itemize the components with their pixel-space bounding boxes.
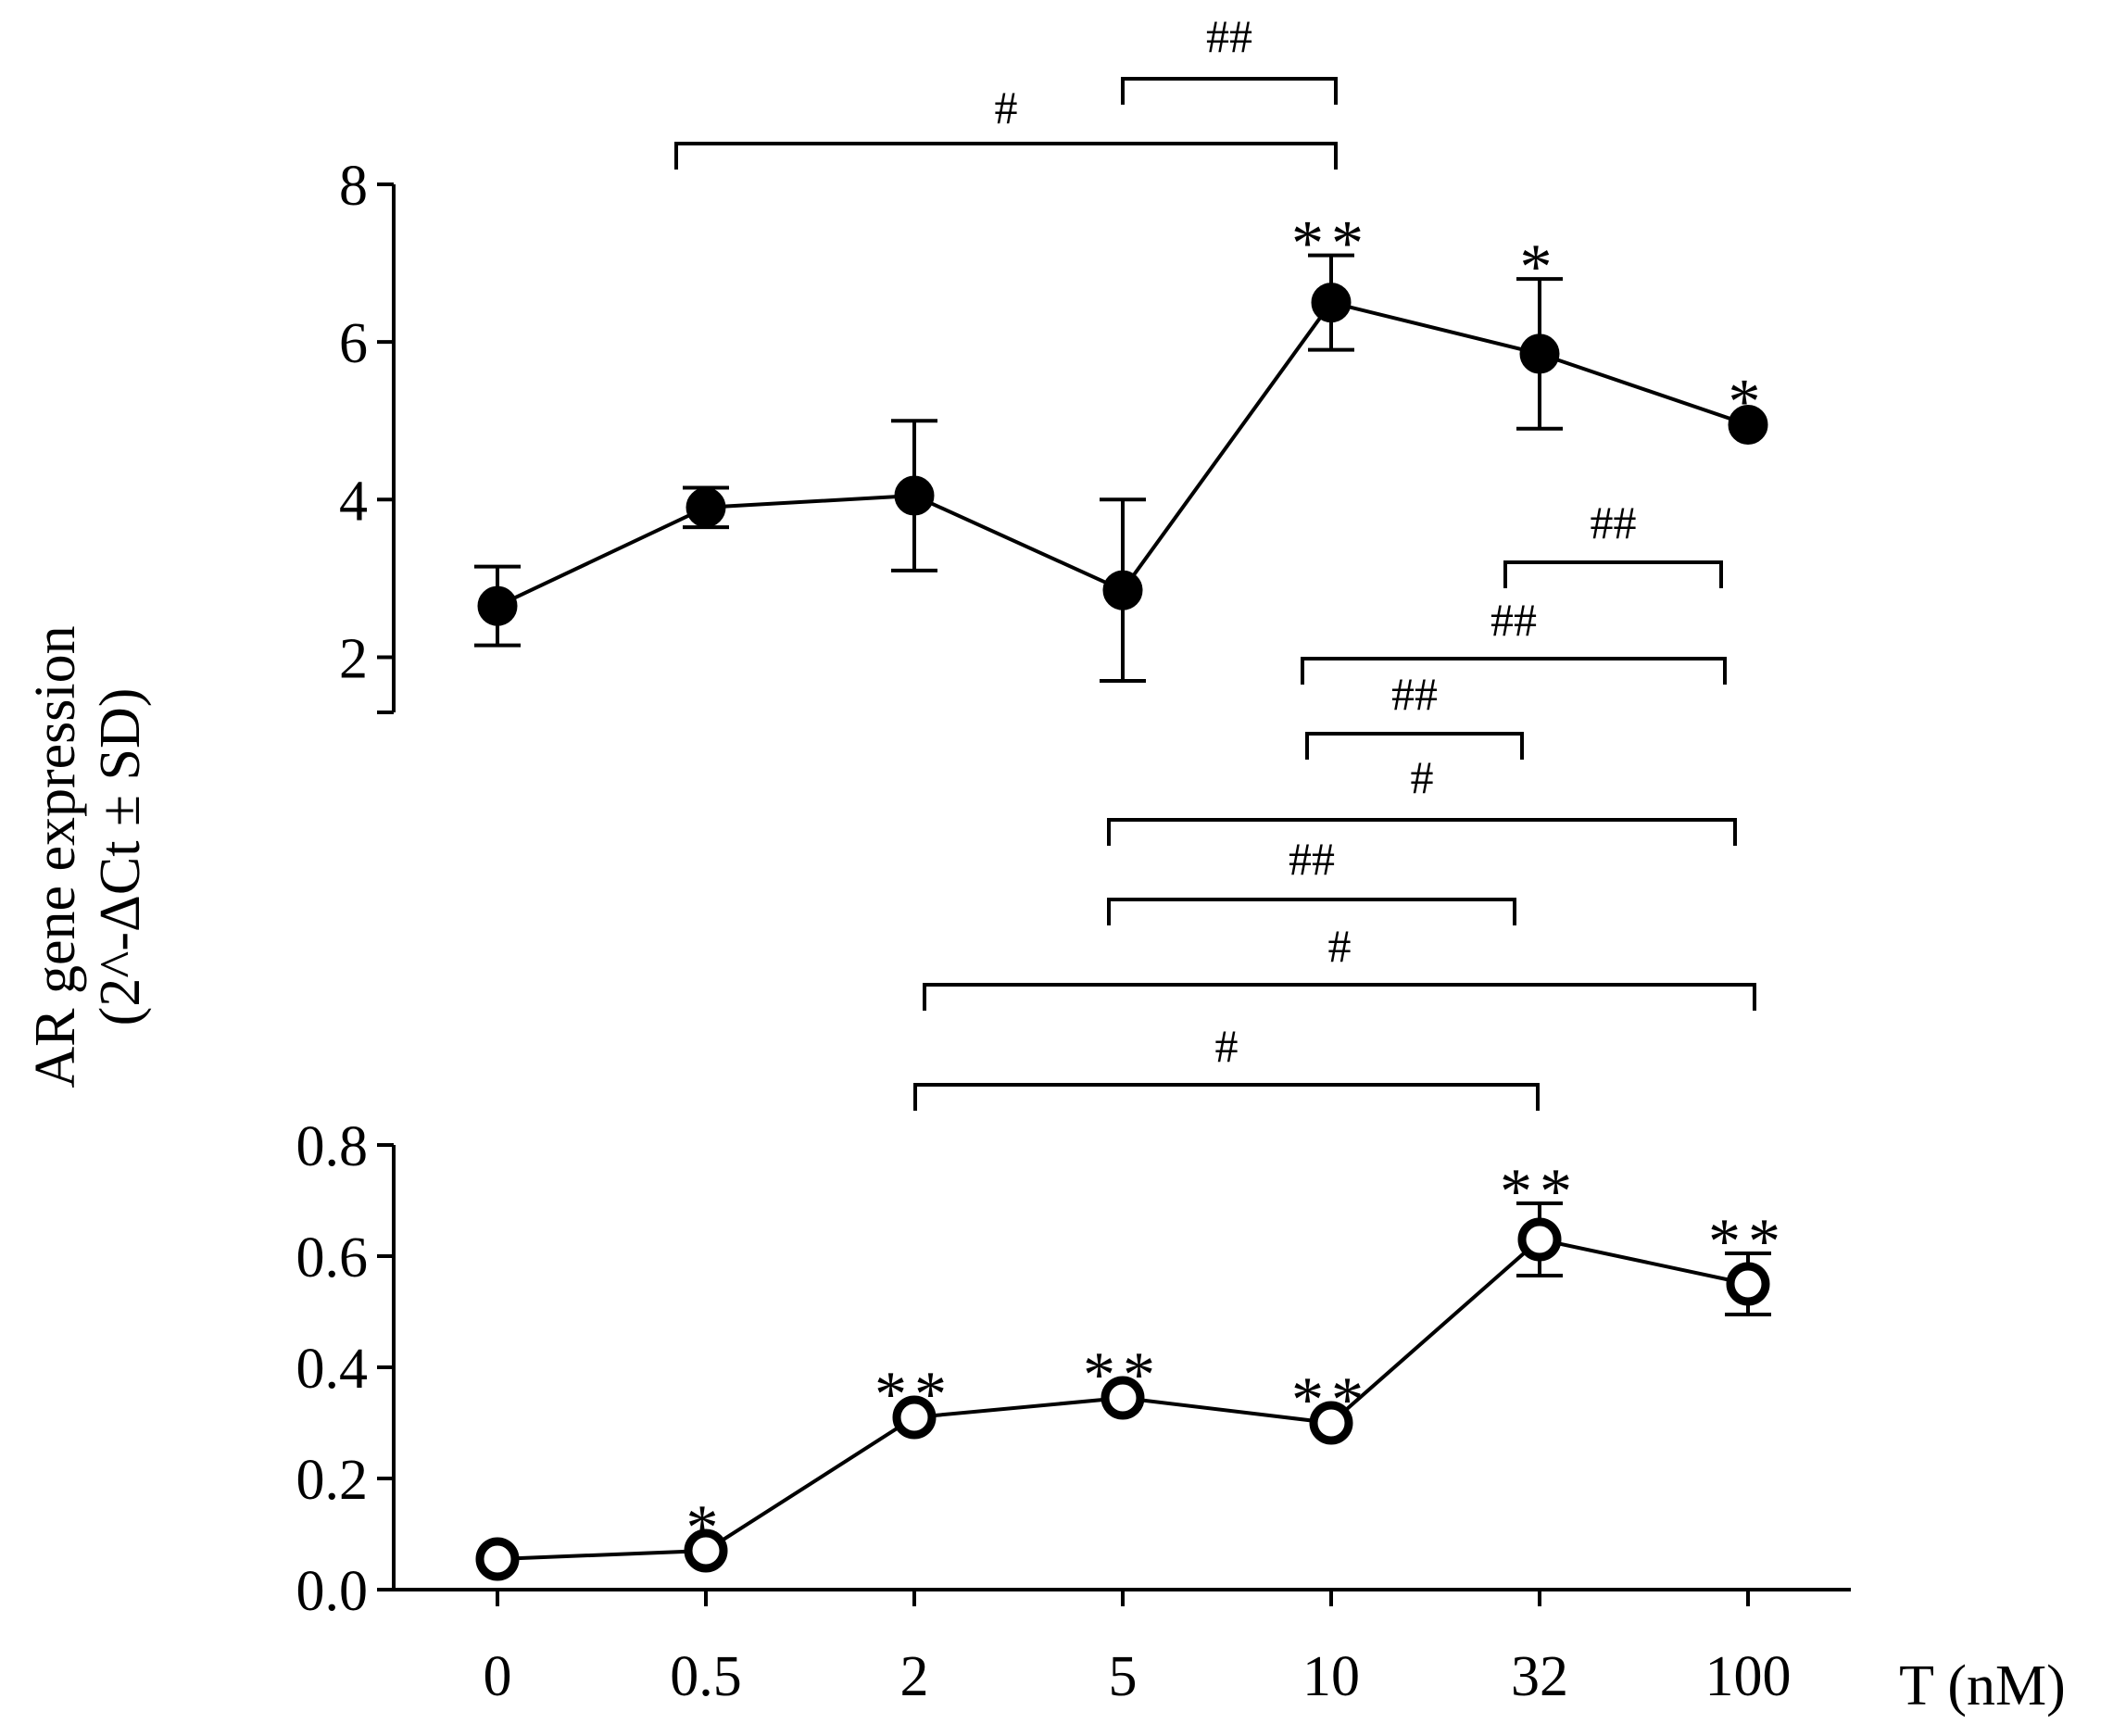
upper-significance-marker: * — [1729, 366, 1768, 437]
comparison-bracket — [674, 142, 1338, 170]
lower-significance-marker: ** — [1500, 1156, 1579, 1227]
upper-y-tick-label: 8 — [339, 155, 368, 218]
comparison-bracket — [1503, 560, 1723, 588]
upper-y-tick-label: 4 — [339, 470, 368, 533]
comparison-bracket — [1305, 732, 1524, 760]
comparison-bracket — [1107, 898, 1516, 925]
comparison-bracket-label: # — [1328, 920, 1352, 972]
comparison-bracket-label: # — [1411, 751, 1434, 803]
comparison-bracket — [1121, 77, 1338, 105]
x-tick-label: 0.5 — [670, 1645, 742, 1708]
lower-significance-marker: ** — [1083, 1340, 1163, 1411]
comparison-bracket-label: ## — [1289, 833, 1335, 885]
upper-data-point — [894, 475, 935, 516]
comparison-bracket — [913, 1083, 1540, 1111]
upper-y-tick-label: 2 — [339, 627, 368, 690]
upper-y-tick-label: 6 — [339, 312, 368, 375]
upper-data-point — [477, 585, 518, 626]
upper-data-point — [685, 487, 726, 528]
upper-significance-marker: * — [1520, 232, 1560, 303]
upper-data-point — [1311, 283, 1352, 323]
lower-significance-marker: ** — [1708, 1206, 1788, 1277]
x-tick-label: 10 — [1302, 1645, 1360, 1708]
lower-y-tick-label: 0.4 — [296, 1338, 369, 1401]
lower-data-point — [475, 1537, 520, 1581]
lower-data-point — [684, 1528, 728, 1573]
lower-significance-marker: ** — [1291, 1365, 1371, 1436]
lower-data-point — [1726, 1262, 1770, 1306]
x-tick-label: 2 — [900, 1645, 929, 1708]
comparison-bracket — [1107, 818, 1737, 846]
comparison-bracket — [923, 983, 1756, 1011]
lower-y-tick-label: 0.0 — [296, 1560, 369, 1623]
x-axis-label: T (nM) — [1899, 1654, 2066, 1717]
upper-data-point — [1728, 404, 1768, 445]
upper-data-point — [1519, 333, 1560, 374]
comparison-bracket-label: ## — [1490, 594, 1537, 646]
x-tick-label: 0 — [484, 1645, 512, 1708]
y-axis-label-line1: AR gene expression — [24, 625, 87, 1088]
lower-y-tick-label: 0.6 — [296, 1227, 369, 1289]
comparison-bracket-label: ## — [1206, 10, 1252, 62]
lower-y-tick-label: 0.8 — [296, 1115, 369, 1178]
comparison-bracket — [1301, 657, 1727, 685]
lower-data-point — [892, 1395, 937, 1440]
upper-significance-marker: ** — [1291, 208, 1371, 280]
lower-data-point — [1101, 1376, 1145, 1420]
upper-data-point — [1102, 570, 1143, 610]
lower-data-point — [1309, 1401, 1353, 1445]
comparison-bracket-label: # — [995, 82, 1018, 133]
lower-data-point — [1517, 1217, 1562, 1262]
comparison-bracket-label: # — [1215, 1020, 1239, 1072]
x-tick-label: 32 — [1511, 1645, 1568, 1708]
y-axis-label: AR gene expression (2^-ΔCt ± SD) — [24, 625, 152, 1088]
lower-significance-marker: ** — [874, 1359, 954, 1430]
lower-significance-marker: * — [686, 1492, 726, 1564]
comparison-bracket-label: ## — [1391, 668, 1438, 720]
y-axis-label-line2: (2^-ΔCt ± SD) — [89, 688, 152, 1026]
x-tick-label: 5 — [1109, 1645, 1138, 1708]
x-tick-label: 100 — [1705, 1645, 1792, 1708]
lower-y-tick-label: 0.2 — [296, 1449, 369, 1512]
comparison-bracket-label: ## — [1591, 497, 1637, 548]
